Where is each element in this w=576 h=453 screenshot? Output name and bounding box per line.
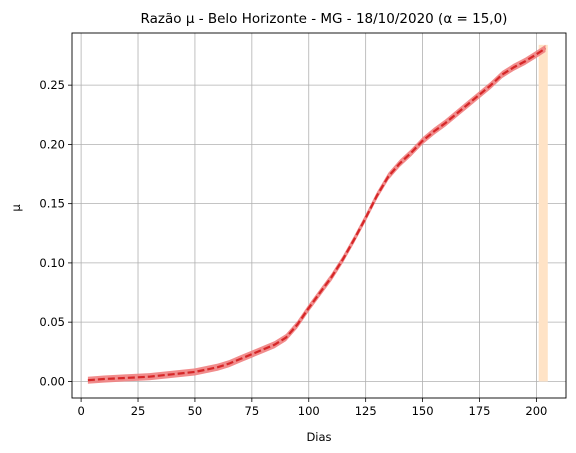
x-tick-label-7: 175	[469, 404, 491, 418]
series-0-confidence-band	[87, 44, 546, 384]
highlight-band	[538, 44, 548, 382]
x-axis-label: Dias	[306, 430, 331, 444]
x-tick-label-8: 200	[525, 404, 547, 418]
y-tick-label-3: 0.15	[39, 197, 65, 211]
y-tick-label-1: 0.05	[39, 315, 65, 329]
series-0-line	[87, 47, 547, 382]
x-tick-label-3: 75	[245, 404, 260, 418]
highlight-band-layer	[538, 44, 548, 382]
x-tick-label-2: 50	[188, 404, 203, 418]
y-tick-label-2: 0.10	[39, 256, 65, 270]
x-tick-label-1: 25	[131, 404, 146, 418]
y-tick-label-4: 0.20	[39, 137, 65, 151]
x-tick-label-4: 100	[298, 404, 320, 418]
chart-title: Razão µ - Belo Horizonte - MG - 18/10/20…	[141, 11, 508, 27]
axes-frame	[71, 32, 567, 399]
series-layer	[87, 44, 547, 384]
y-tick-label-5: 0.25	[39, 78, 65, 92]
y-tick-label-0: 0.00	[39, 374, 65, 388]
x-tick-label-5: 125	[355, 404, 377, 418]
x-tick-label-6: 150	[412, 404, 434, 418]
y-axis-label: µ	[9, 204, 23, 212]
x-axis-ticks: 0 25 50 75 100 125 150 175 200	[77, 398, 547, 418]
x-tick-label-0: 0	[77, 404, 84, 418]
y-axis-ticks: 0.00 0.05 0.10 0.15 0.20 0.25	[39, 78, 72, 388]
plot-area: 0 25 50 75 100 125 150 175 200 0.000.050.100.150…	[39, 32, 567, 418]
